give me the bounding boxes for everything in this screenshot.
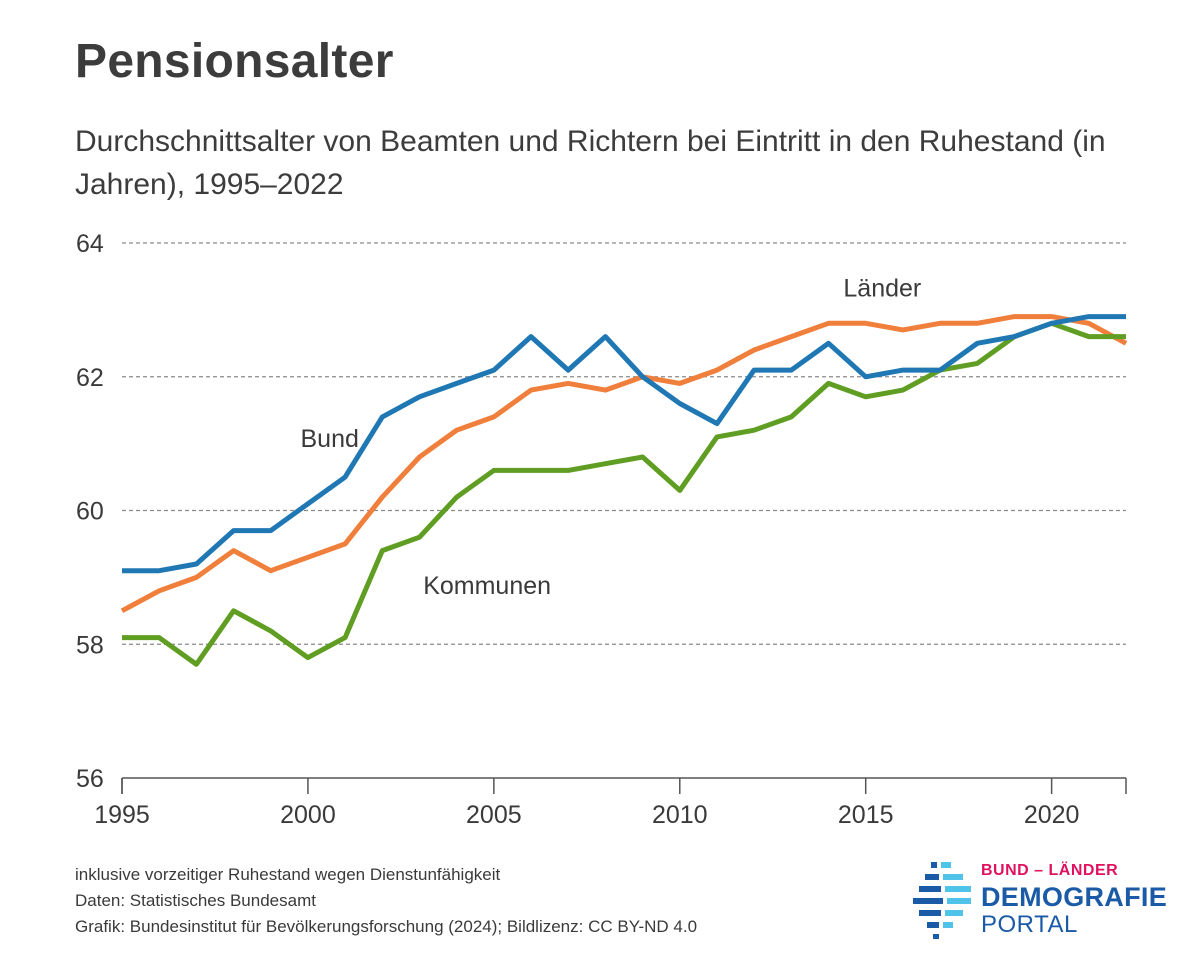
- y-tick-label: 64: [76, 230, 104, 258]
- grid-lines: [122, 242, 1126, 645]
- x-tick-label: 1995: [94, 801, 150, 829]
- y-tick-label: 60: [76, 498, 104, 526]
- series-line-länder: [120, 314, 1128, 614]
- x-tick-label: 2015: [838, 801, 894, 829]
- series-labels: Bund Länder Kommunen: [300, 275, 921, 601]
- x-tick-label: 2020: [1024, 801, 1080, 829]
- x-tick-label: 2005: [466, 801, 522, 829]
- chart-subtitle: Durchschnittsalter von Beamten und Richt…: [75, 125, 1106, 201]
- y-tick-label: 62: [76, 364, 104, 392]
- footnotes: inklusive vorzeitiger Ruhestand wegen Di…: [75, 862, 697, 940]
- logo-bars-icon: [913, 862, 971, 939]
- demografie-portal-logo: BUND – LÄNDER DEMOGRAFIE PORTAL: [913, 860, 1167, 940]
- x-tick-label: 2010: [652, 801, 708, 829]
- series-lines: [120, 314, 1128, 667]
- footnote-note: inklusive vorzeitiger Ruhestand wegen Di…: [75, 865, 501, 884]
- footnote-source: Daten: Statistisches Bundesamt: [75, 891, 316, 910]
- logo-text-bottom: PORTAL: [981, 911, 1078, 938]
- y-tick-label: 58: [76, 631, 104, 659]
- series-label-länder: Länder: [843, 275, 921, 303]
- line-chart: 56 58 60 62 64 1995 2000 2005 2010 2015 2020 Bund…: [76, 230, 1128, 829]
- chart-title: Pensionsalter: [75, 35, 394, 88]
- x-tick-label: 2000: [280, 801, 336, 829]
- series-label-bund: Bund: [300, 425, 358, 453]
- y-tick-label: 56: [76, 765, 104, 793]
- series-line-bund: [122, 314, 1126, 574]
- series-label-kommunen: Kommunen: [423, 572, 551, 600]
- footnote-credit: Grafik: Bundesinstitut für Bevölkerungsf…: [75, 917, 698, 936]
- series-line-kommunen: [122, 320, 1126, 667]
- logo-text-middle: DEMOGRAFIE: [981, 882, 1168, 912]
- x-axis-ticks: 1995 2000 2005 2010 2015 2020: [94, 801, 1079, 829]
- logo-text-top: BUND – LÄNDER: [981, 862, 1119, 879]
- y-axis-ticks: 56 58 60 62 64: [76, 230, 104, 793]
- x-axis: [121, 777, 1127, 794]
